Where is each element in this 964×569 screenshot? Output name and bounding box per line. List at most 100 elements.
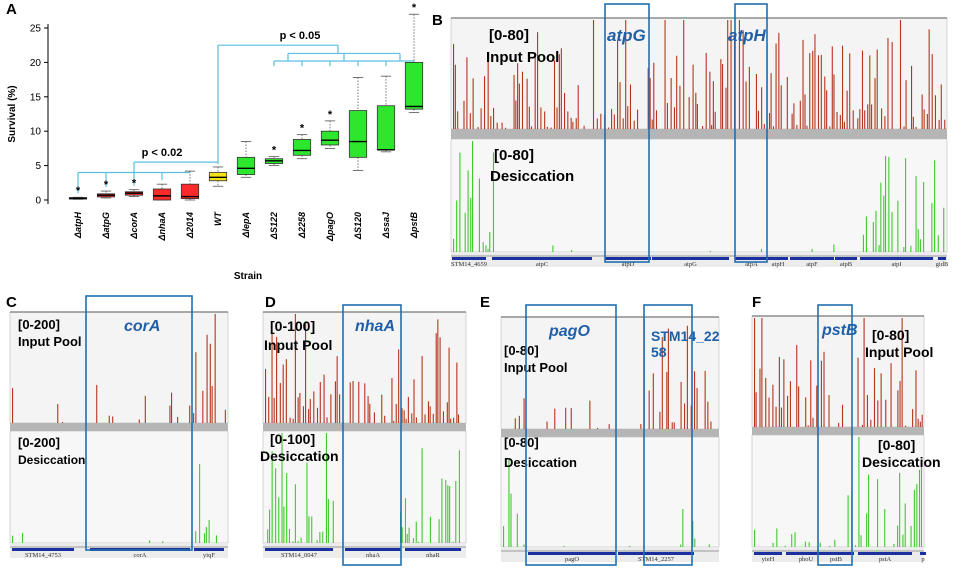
input-bar <box>169 405 171 423</box>
input-bar <box>857 118 859 129</box>
x-category-label: ΔcorA <box>129 212 139 240</box>
input-bar <box>480 108 482 129</box>
input-bar <box>852 110 854 129</box>
desic-bar <box>791 534 793 547</box>
desic-bar <box>563 545 565 547</box>
input-bar <box>676 55 678 130</box>
input-bar <box>534 52 536 130</box>
desic-bar <box>897 525 899 547</box>
input-bar <box>705 52 707 129</box>
input-bar <box>928 29 930 130</box>
input-bar <box>890 363 892 427</box>
desic-bar <box>208 520 210 543</box>
input-bar <box>944 119 946 129</box>
input-bar <box>367 395 369 423</box>
desic-bar <box>888 156 890 252</box>
desic-bar <box>401 527 403 543</box>
input-bar <box>518 83 520 129</box>
input-bar <box>401 408 403 423</box>
input-bar <box>778 356 780 427</box>
input-bar <box>285 359 287 423</box>
input-bar <box>704 370 706 429</box>
gene-name-label: atpH <box>728 26 767 45</box>
input-bar <box>693 371 696 429</box>
significance-star: * <box>104 179 109 191</box>
input-bar <box>873 368 876 427</box>
input-bar <box>429 406 431 423</box>
input-bar <box>831 46 833 129</box>
desic-bar <box>271 451 273 543</box>
desic-bar <box>923 182 925 252</box>
input-bar <box>439 337 441 423</box>
input-bar <box>583 125 585 129</box>
desic-bar <box>215 535 218 543</box>
x-category-label: ΔS120 <box>353 212 363 240</box>
input-bar <box>556 107 558 129</box>
desic-bar <box>195 531 197 543</box>
desic-bar <box>458 450 460 543</box>
input-bar <box>711 124 713 129</box>
input-bar <box>905 425 907 427</box>
input-bar <box>891 42 893 130</box>
input-bar <box>859 109 861 129</box>
box-3 <box>152 188 172 201</box>
input-bar <box>214 314 216 423</box>
input-bar <box>671 422 673 429</box>
desic-bar <box>919 239 921 252</box>
input-bar <box>403 410 405 423</box>
input-bar <box>806 125 808 129</box>
input-bar <box>112 416 114 423</box>
input-bar <box>600 113 602 129</box>
desic-track-bg <box>500 436 720 548</box>
input-bar <box>824 76 826 129</box>
input-bar <box>796 124 798 129</box>
input-bar <box>870 419 872 427</box>
input-bar <box>62 421 64 423</box>
input-bar <box>745 81 747 129</box>
input-bar <box>364 383 366 423</box>
desic-bar <box>311 516 313 543</box>
input-bar <box>617 39 619 129</box>
desic-bar <box>162 541 164 543</box>
input-bar <box>659 411 661 429</box>
input-bar <box>505 127 507 129</box>
desic-bar <box>913 489 915 547</box>
input-bar <box>863 318 865 427</box>
gene-bar <box>528 552 616 555</box>
p-value-label: p < 0.05 <box>280 30 321 42</box>
desic-bar <box>902 534 904 547</box>
desic-bar <box>819 542 821 547</box>
input-bar <box>712 81 714 129</box>
desic-bar <box>482 242 484 252</box>
input-bar <box>915 126 917 129</box>
gene-annotation: yiqF <box>203 552 215 559</box>
input-bar <box>680 381 682 429</box>
gene-bar <box>618 552 694 555</box>
input-bar <box>816 385 818 427</box>
x-category-label: ΔnhaA <box>157 212 167 242</box>
input-bar <box>787 395 789 427</box>
input-bar <box>575 118 577 129</box>
significance-star: * <box>412 2 417 14</box>
x-category-label: Δ2014 <box>185 212 195 239</box>
input-bar <box>96 384 98 423</box>
desic-bar <box>478 178 480 252</box>
input-bar <box>358 381 360 423</box>
input-bar <box>841 404 844 427</box>
input-bar <box>880 373 882 427</box>
track-label: [0-100] <box>270 318 315 334</box>
input-bar <box>871 104 873 129</box>
input-bar <box>305 321 307 423</box>
input-bar <box>577 85 579 129</box>
input-bar <box>923 109 925 129</box>
input-bar <box>841 45 844 129</box>
desic-bar <box>893 543 895 547</box>
input-bar <box>413 379 415 423</box>
input-bar <box>755 392 757 427</box>
desic-bar <box>406 533 408 543</box>
desic-bar <box>452 541 454 543</box>
input-bar <box>224 409 226 423</box>
input-bar <box>523 398 525 429</box>
gene-bar <box>754 552 782 555</box>
input-bar <box>921 414 923 427</box>
